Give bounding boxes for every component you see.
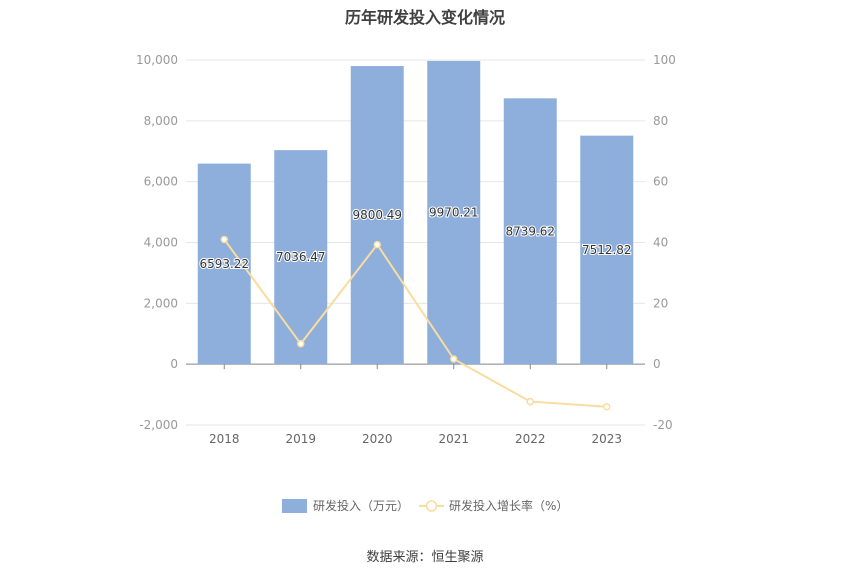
bar-value-label: 9970.21 — [429, 206, 479, 220]
growth-rate-point — [297, 340, 305, 348]
y-left-tick-label: 10,000 — [136, 53, 178, 67]
y-right-tick-label: 0 — [653, 357, 661, 371]
chart-title: 历年研发投入变化情况 — [344, 8, 505, 27]
bar — [350, 66, 404, 365]
y-right-tick-label: 20 — [653, 296, 668, 310]
y-right-tick-label: 80 — [653, 114, 668, 128]
y-right-tick-label: 60 — [653, 175, 668, 189]
growth-rate-line — [223, 238, 607, 408]
y-left-tick-label: 2,000 — [144, 296, 178, 310]
y-right-tick-label: -20 — [653, 418, 673, 432]
y-right-tick-label: 40 — [653, 236, 668, 250]
growth-rate-point — [220, 235, 228, 244]
y-left-tick-label: 0 — [170, 357, 178, 371]
growth-rate-point — [450, 355, 458, 363]
growth-rate-point — [526, 397, 534, 406]
x-tick-label: 2019 — [285, 432, 316, 446]
x-tick-label: 2023 — [591, 432, 622, 446]
bar-value-label: 7512.82 — [582, 243, 632, 257]
x-tick-label: 2022 — [515, 432, 546, 446]
bar-value-label: 8739.62 — [505, 224, 555, 238]
chart-source: 数据来源：恒生聚源 — [366, 550, 484, 565]
legend-swatch-line-marker — [425, 500, 438, 512]
x-tick-label: 2020 — [362, 432, 393, 446]
bar-value-label: 7036.47 — [276, 250, 326, 264]
bar — [274, 150, 328, 365]
y-left-tick-label: 4,000 — [144, 236, 178, 250]
bar-value-label: 6593.22 — [199, 257, 249, 271]
x-tick-label: 2018 — [209, 432, 240, 446]
growth-rate-point — [603, 403, 611, 411]
bar — [580, 135, 634, 365]
bar — [503, 98, 557, 365]
y-left-tick-label: 8,000 — [144, 114, 178, 128]
growth-rate-point — [373, 240, 381, 249]
bar — [427, 60, 481, 365]
y-left-tick-label: -2,000 — [139, 418, 178, 432]
y-right-tick-label: 100 — [653, 53, 676, 67]
legend-swatch-bars — [282, 499, 307, 513]
legend-label-line: 研发投入增长率（%） — [449, 498, 568, 513]
bar-value-label: 9800.49 — [352, 208, 402, 222]
y-left-tick-label: 6,000 — [144, 175, 178, 189]
legend-label-bars: 研发投入（万元） — [313, 498, 409, 513]
x-tick-label: 2021 — [438, 432, 469, 446]
